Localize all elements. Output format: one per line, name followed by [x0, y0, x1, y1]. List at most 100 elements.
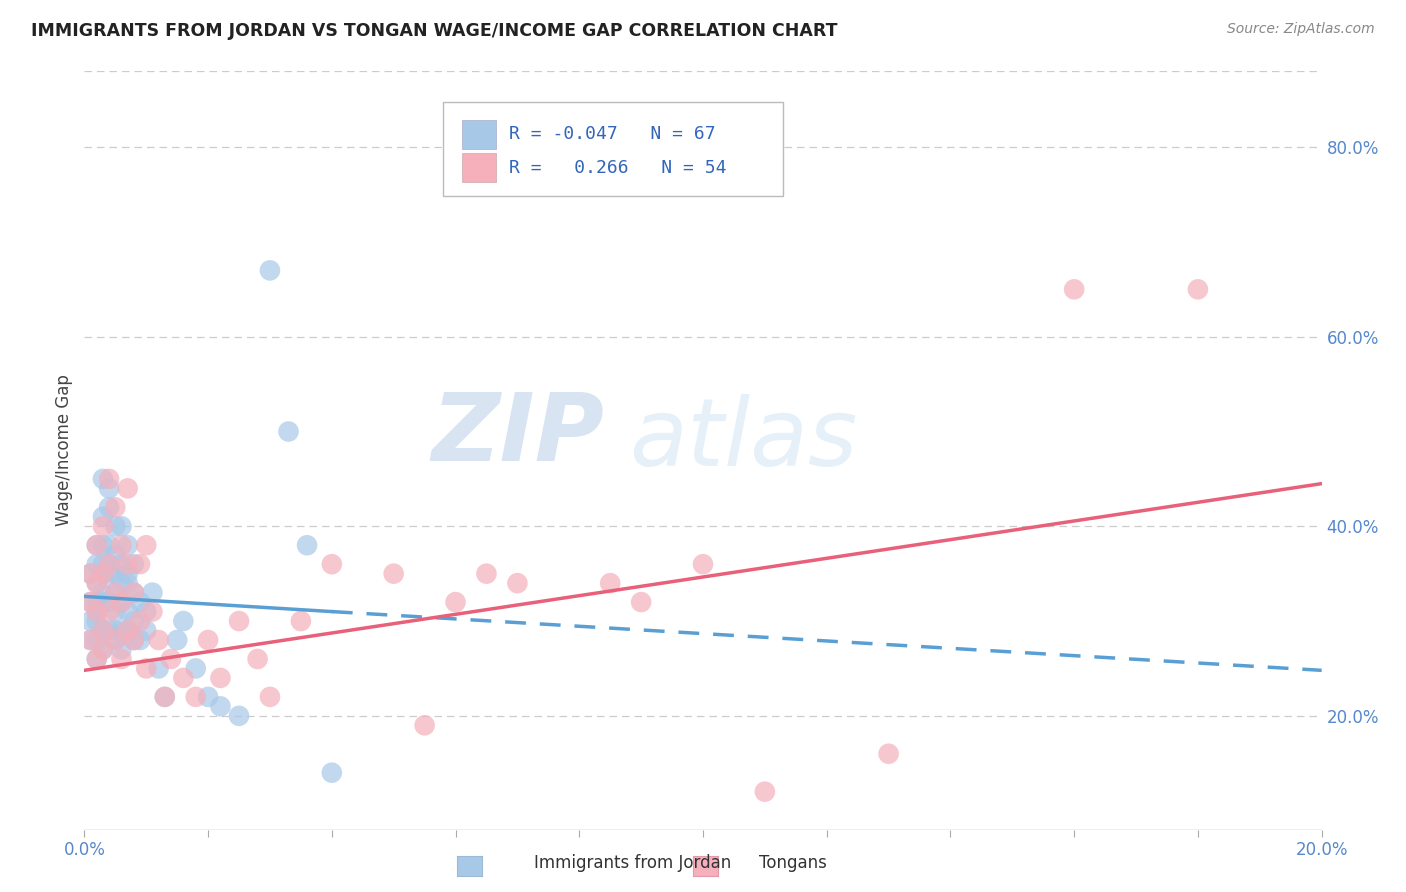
Point	[86, 633, 108, 648]
Point	[79, 595, 101, 609]
Point	[91, 538, 114, 552]
Text: R =   0.266   N = 54: R = 0.266 N = 54	[509, 159, 727, 177]
Point	[122, 633, 145, 648]
Point	[129, 633, 152, 648]
Point	[1063, 282, 1085, 296]
Point	[98, 557, 121, 572]
Point	[91, 642, 114, 657]
Point	[135, 661, 157, 675]
Point	[110, 624, 132, 638]
Point	[91, 624, 114, 638]
Point	[86, 576, 108, 591]
Point	[129, 614, 152, 628]
Point	[79, 566, 101, 581]
Point	[160, 652, 183, 666]
Point	[122, 557, 145, 572]
Point	[141, 605, 163, 619]
Point	[110, 519, 132, 533]
Point	[1187, 282, 1209, 296]
Point	[110, 642, 132, 657]
Point	[104, 519, 127, 533]
Point	[117, 566, 139, 581]
Point	[110, 652, 132, 666]
Point	[104, 585, 127, 599]
Point	[117, 576, 139, 591]
Point	[91, 585, 114, 599]
Point	[110, 557, 132, 572]
Point	[172, 671, 194, 685]
Point	[86, 605, 108, 619]
Point	[506, 576, 529, 591]
Point	[117, 605, 139, 619]
Point	[86, 557, 108, 572]
Point	[86, 595, 108, 609]
Point	[259, 263, 281, 277]
Point	[153, 690, 176, 704]
Point	[98, 605, 121, 619]
Text: ZIP: ZIP	[432, 389, 605, 482]
Point	[91, 642, 114, 657]
Text: Immigrants from Jordan: Immigrants from Jordan	[534, 855, 731, 872]
Text: Tongans: Tongans	[759, 855, 827, 872]
Point	[86, 576, 108, 591]
Point	[98, 500, 121, 515]
Point	[91, 519, 114, 533]
Point	[79, 566, 101, 581]
Y-axis label: Wage/Income Gap: Wage/Income Gap	[55, 375, 73, 526]
Point	[117, 538, 139, 552]
Point	[754, 785, 776, 799]
Point	[246, 652, 269, 666]
Point	[98, 566, 121, 581]
Point	[129, 557, 152, 572]
Point	[184, 661, 207, 675]
FancyBboxPatch shape	[461, 120, 496, 149]
Point	[98, 595, 121, 609]
Point	[98, 472, 121, 486]
Point	[104, 585, 127, 599]
Point	[129, 595, 152, 609]
Point	[91, 595, 114, 609]
Point	[91, 557, 114, 572]
Point	[135, 605, 157, 619]
Point	[141, 585, 163, 599]
Point	[135, 538, 157, 552]
Point	[153, 690, 176, 704]
Text: R = -0.047   N = 67: R = -0.047 N = 67	[509, 125, 716, 144]
Point	[630, 595, 652, 609]
Point	[91, 624, 114, 638]
FancyBboxPatch shape	[443, 102, 783, 196]
Point	[117, 624, 139, 638]
Point	[86, 652, 108, 666]
Point	[104, 624, 127, 638]
Point	[117, 557, 139, 572]
Point	[79, 633, 101, 648]
Point	[197, 633, 219, 648]
Point	[209, 699, 232, 714]
Point	[122, 585, 145, 599]
Point	[475, 566, 498, 581]
Point	[104, 633, 127, 648]
Point	[692, 557, 714, 572]
Text: IMMIGRANTS FROM JORDAN VS TONGAN WAGE/INCOME GAP CORRELATION CHART: IMMIGRANTS FROM JORDAN VS TONGAN WAGE/IN…	[31, 22, 838, 40]
Point	[79, 633, 101, 648]
Point	[295, 538, 318, 552]
Point	[110, 595, 132, 609]
Point	[277, 425, 299, 439]
Point	[209, 671, 232, 685]
Point	[122, 614, 145, 628]
Point	[117, 482, 139, 496]
Point	[91, 472, 114, 486]
Point	[98, 482, 121, 496]
Point	[86, 605, 108, 619]
Point	[321, 557, 343, 572]
Point	[104, 633, 127, 648]
Point	[110, 538, 132, 552]
Point	[184, 690, 207, 704]
Point	[228, 614, 250, 628]
Point	[79, 614, 101, 628]
FancyBboxPatch shape	[461, 153, 496, 182]
Point	[98, 557, 121, 572]
Point	[228, 708, 250, 723]
Point	[91, 509, 114, 524]
Point	[382, 566, 405, 581]
